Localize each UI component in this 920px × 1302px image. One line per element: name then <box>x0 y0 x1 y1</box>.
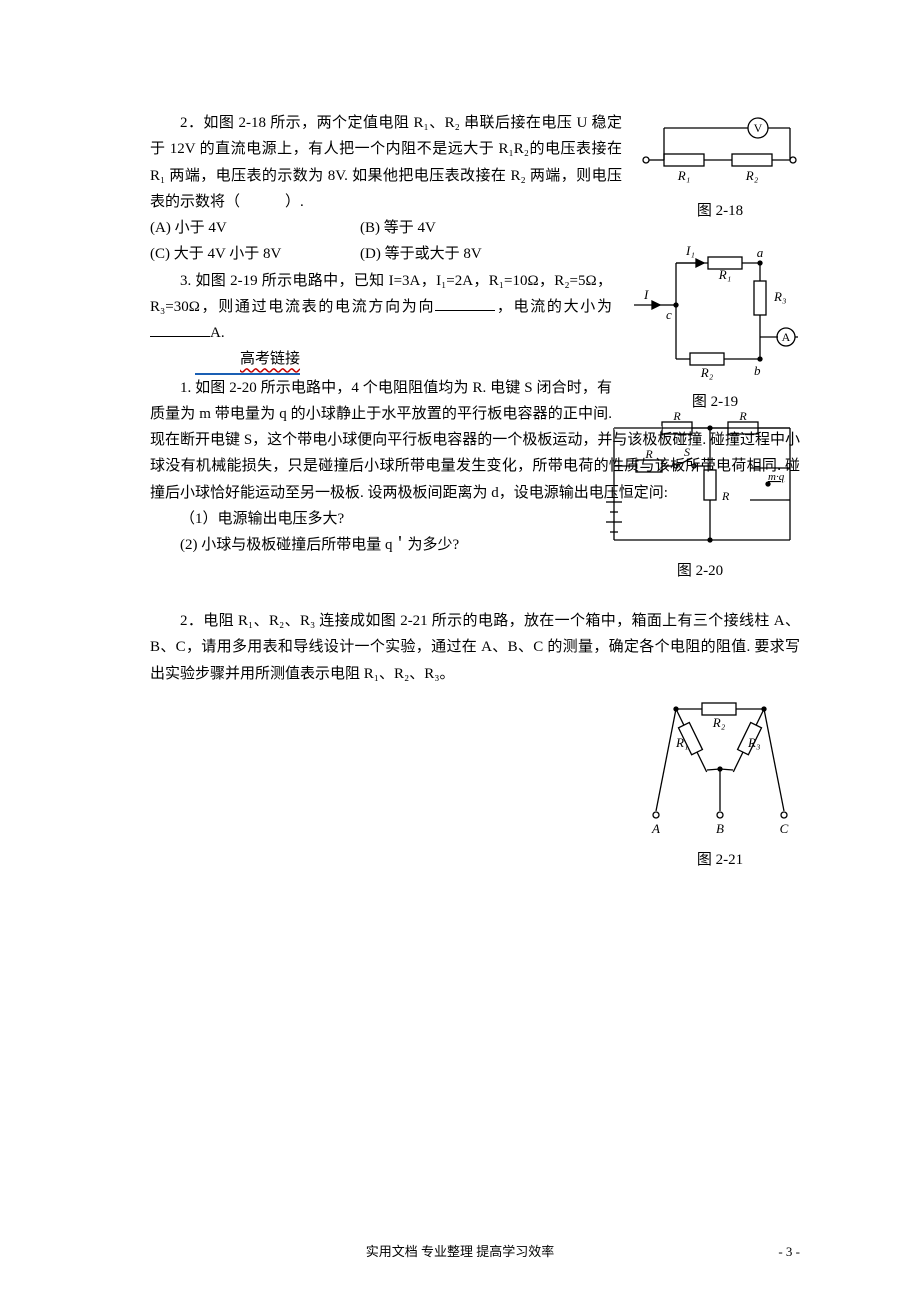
fig219-I1: I₁ <box>685 243 695 258</box>
q2-opt-d: (D) 等于或大于 8V <box>360 241 482 267</box>
figure-2-19: I I₁ a c R₁ R₃ R₂ b A 图 2-19 <box>630 241 800 415</box>
fig219-b: b <box>754 363 761 378</box>
fig219-a: a <box>757 245 764 260</box>
fig219-r1: R₁ <box>718 267 731 282</box>
fig221-B: B <box>716 821 724 836</box>
fig221-r2: R₂ <box>712 715 726 730</box>
fig218-r1: R₁ <box>677 168 690 183</box>
page: R₁ R₂ V 图 2-18 2．如图 2-18 所示，两个定值电阻 R₁、R₂… <box>0 0 920 1302</box>
blank-current <box>150 321 210 337</box>
q2-opt-a: (A) 小于 4V <box>150 215 360 241</box>
blank-direction <box>435 295 495 311</box>
content: R₁ R₂ V 图 2-18 2．如图 2-18 所示，两个定值电阻 R₁、R₂… <box>150 110 800 687</box>
fig221-r1: R₁ <box>675 735 688 750</box>
fig221-svg: R₂ R₁ R₃ A B C <box>640 691 800 845</box>
fig221-r3: R₃ <box>747 735 760 750</box>
fig218-r2: R₂ <box>745 168 759 183</box>
q2-opt-b: (B) 等于 4V <box>360 215 436 241</box>
fig219-r2: R₂ <box>700 365 714 380</box>
spacer <box>150 590 800 608</box>
figure-2-18: R₁ R₂ V 图 2-18 <box>640 110 800 224</box>
fig220-caption: 图 2-20 <box>600 558 800 584</box>
figure-2-21: R₂ R₁ R₃ A B C 图 2-21 <box>640 691 800 873</box>
fig220-R2: R <box>738 410 747 423</box>
fig221-C: C <box>780 821 789 836</box>
fig220-R1: R <box>672 410 681 423</box>
fig218-svg: R₁ R₂ V <box>640 110 800 196</box>
fig218-caption: 图 2-18 <box>640 198 800 224</box>
fig220-R4: R <box>721 489 730 503</box>
fig221-A: A <box>651 821 660 836</box>
q2-opts-row2: (C) 大于 4V 小于 8V (D) 等于或大于 8V <box>150 241 612 267</box>
fig221-caption: 图 2-21 <box>640 847 800 873</box>
fig219-svg: I I₁ a c R₁ R₃ R₂ b A <box>630 241 800 387</box>
fig219-amm: A <box>782 330 791 344</box>
fig218-v: V <box>754 121 763 135</box>
q2-opts-row1: (A) 小于 4V (B) 等于 4V <box>150 215 622 241</box>
gaokao-heading: 高考链接 <box>195 346 300 374</box>
page-number: - 3 - <box>778 1241 800 1264</box>
q3-unitA: A. <box>210 325 225 341</box>
fig219-I: I <box>643 287 649 302</box>
gk2-text: 2．电阻 R₁、R₂、R₃ 连接成如图 2-21 所示的电路，放在一个箱中，箱面… <box>150 608 800 687</box>
fig219-c: c <box>666 307 672 322</box>
fig219-r3: R₃ <box>773 289 786 304</box>
q3-p2: ，电流的大小为 <box>495 299 612 315</box>
q2-opt-c: (C) 大于 4V 小于 8V <box>150 241 360 267</box>
